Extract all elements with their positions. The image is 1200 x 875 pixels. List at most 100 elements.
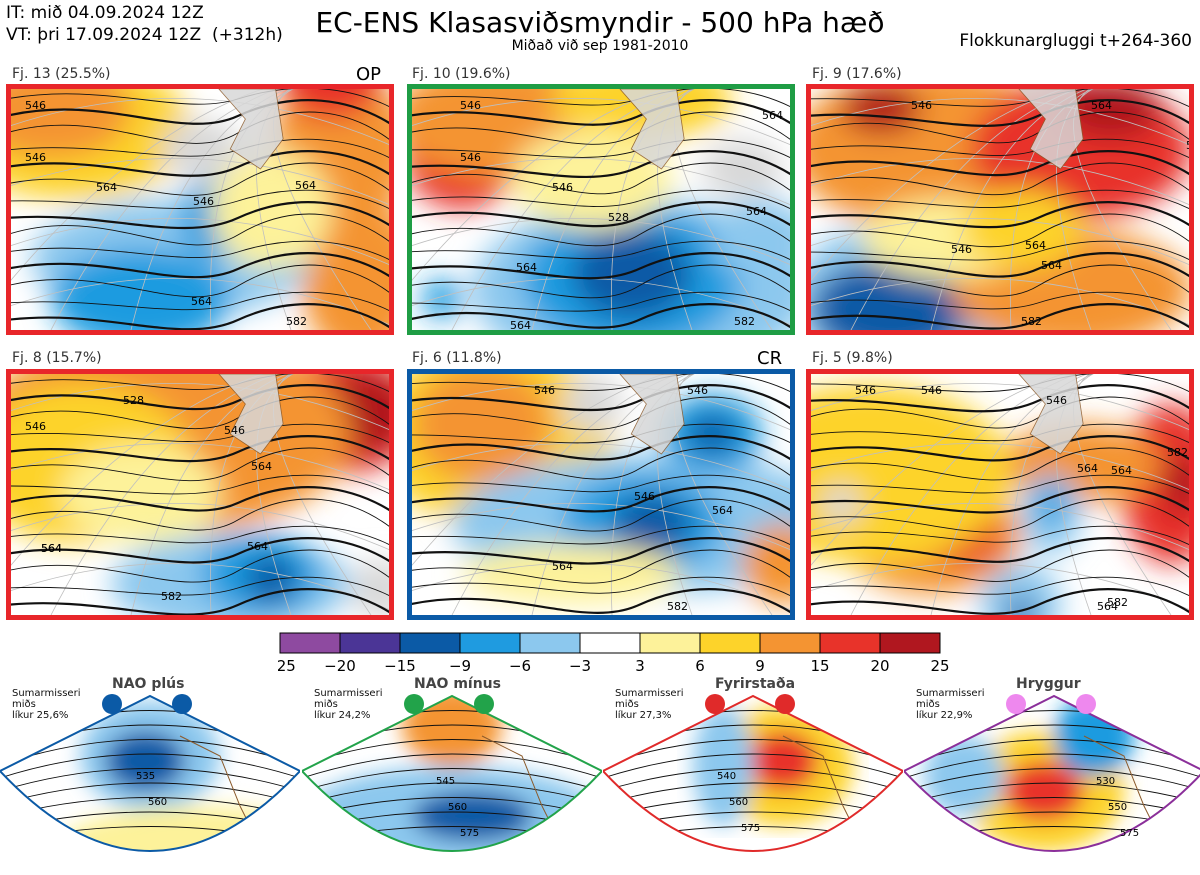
regime-outline [0, 694, 302, 852]
colorbar-tick: −9 [449, 657, 471, 674]
regime-marker-dot [705, 694, 725, 714]
regime-contour-label: 575 [460, 828, 479, 839]
classification-window: Flokkunargluggi t+264-360 [959, 31, 1192, 51]
regime-name: NAO mínus [414, 676, 501, 692]
anomaly-patch [961, 189, 1081, 269]
cluster-map: 546 546 564 546 564 528 564 564 582 [407, 84, 795, 335]
colorbar-segment [879, 632, 941, 654]
contour-label: 546 [634, 490, 655, 503]
colorbar-tick: 15 [810, 657, 829, 674]
header-times: IT: mið 04.09.2024 12Z VT: þri 17.09.2024… [6, 2, 283, 46]
anomaly-patch [462, 544, 682, 604]
colorbar-tick: 25 [930, 657, 949, 674]
valid-time: VT: þri 17.09.2024 12Z (+312h) [6, 25, 283, 45]
contour-label: 564 [552, 560, 573, 573]
cluster-map-canvas: 546 564 56 546 564 564 582 [811, 89, 1189, 330]
contour-label: 564 [1041, 259, 1062, 272]
regime-contour-label: 560 [729, 797, 748, 808]
colorbar-tick: 9 [755, 657, 765, 674]
contour-label: 564 [41, 542, 62, 555]
regime-outline [300, 694, 604, 852]
regime-marker-dot [404, 694, 424, 714]
contour-label: 546 [1046, 394, 1067, 407]
cluster-label: Fj. 13 (25.5%) [12, 66, 111, 82]
cluster-map-canvas: 546 546 546 564 564 582 [412, 374, 790, 615]
contour-label: 546 [25, 99, 46, 112]
regime-name: NAO plús [112, 676, 185, 692]
anomaly-patch [841, 89, 921, 134]
colorbar-tick: −15 [384, 657, 416, 674]
regime-marker-dot [1076, 694, 1096, 714]
contour-label: 582 [161, 590, 182, 603]
contour-label: 564 [1111, 464, 1132, 477]
colorbar-segment [819, 632, 881, 654]
cluster-label: Fj. 10 (19.6%) [412, 66, 511, 82]
cluster-map: 546 546 546 564 564 582 564 582 [806, 369, 1194, 620]
contour-label: 564 [96, 181, 117, 194]
contour-label: 546 [193, 195, 214, 208]
contour-label: 546 [224, 424, 245, 437]
regime-panel: 535 560 [0, 676, 302, 871]
colorbar-segment [579, 632, 641, 654]
contour-label: 546 [25, 420, 46, 433]
contour-label: 528 [123, 394, 144, 407]
regime-marker-dot [474, 694, 494, 714]
colorbar-tick: −6 [509, 657, 531, 674]
regime-map: 545 560 575 [300, 694, 604, 852]
cluster-label: Fj. 9 (17.6%) [812, 66, 902, 82]
contour-label: 564 [746, 205, 767, 218]
colorbar-tick: −25 [278, 657, 296, 674]
regime-panel: 530 550 575 [902, 676, 1200, 871]
contour-label: 546 [460, 151, 481, 164]
contour-label: 528 [608, 211, 629, 224]
regime-map: 530 550 575 [902, 694, 1200, 852]
colorbar-tick: 3 [635, 657, 645, 674]
contour-label: 564 [516, 261, 537, 274]
contour-label: 564 [41, 542, 62, 555]
anomaly-patch [512, 129, 672, 229]
cluster-map: 546 528 564 546 564 564 564 582 [6, 369, 394, 620]
contour-label: 582 [667, 600, 688, 613]
anomaly-patch [702, 139, 782, 199]
contour-label: 582 [1107, 596, 1128, 609]
cluster-map: 546 546 546 564 564 582 [407, 369, 795, 620]
contour-label: 546 [534, 384, 555, 397]
contour-label: 564 [251, 460, 272, 473]
regime-map: 540 560 575 [601, 694, 905, 852]
regime-map: 535 560 [0, 694, 302, 852]
contour-label: 564 [191, 295, 212, 308]
page-title: EC-ENS Klasasviðsmyndir - 500 hPa hæð [315, 6, 885, 39]
regime-contour-label: 550 [1108, 802, 1127, 813]
contour-label: 564 [247, 540, 268, 553]
contour-label: 564 [712, 504, 733, 517]
regime-probability-note: Sumarmisseri miðs líkur 24,2% [314, 688, 383, 721]
anomaly-patch [61, 444, 221, 544]
regime-contour-label: 560 [148, 797, 167, 808]
contour-label: 546 [25, 151, 46, 164]
regime-marker-dot [102, 694, 122, 714]
anomaly-patch [211, 149, 331, 269]
contour-label: 564 [1077, 462, 1098, 475]
colorbar-segment [639, 632, 701, 654]
cluster-tag: OP [356, 64, 382, 85]
contour-label: 546 [552, 181, 573, 194]
regime-probability-note: Sumarmisseri miðs líkur 22,9% [916, 688, 985, 721]
anomaly-patch [1006, 599, 1036, 615]
regime-probability-note: Sumarmisseri miðs líkur 27,3% [615, 688, 684, 721]
regime-contour-label: 540 [717, 771, 736, 782]
contour-label: 564 [762, 109, 783, 122]
anomaly-patch [712, 199, 790, 279]
regime-panel: 545 560 575 [300, 676, 604, 871]
regime-contour-label: 535 [136, 771, 155, 782]
regime-contour-label: 575 [1120, 828, 1139, 839]
contour-label: 564 [1091, 99, 1112, 112]
regime-panel: 540 560 575 [601, 676, 905, 871]
colorbar-tick: −20 [324, 657, 356, 674]
contour-label: 546 [951, 243, 972, 256]
anomaly-patch [422, 279, 462, 319]
regime-outline [601, 694, 905, 852]
regime-contour-label: 560 [448, 802, 467, 813]
regime-contour-label: 545 [436, 776, 455, 787]
colorbar-tick: 6 [695, 657, 705, 674]
